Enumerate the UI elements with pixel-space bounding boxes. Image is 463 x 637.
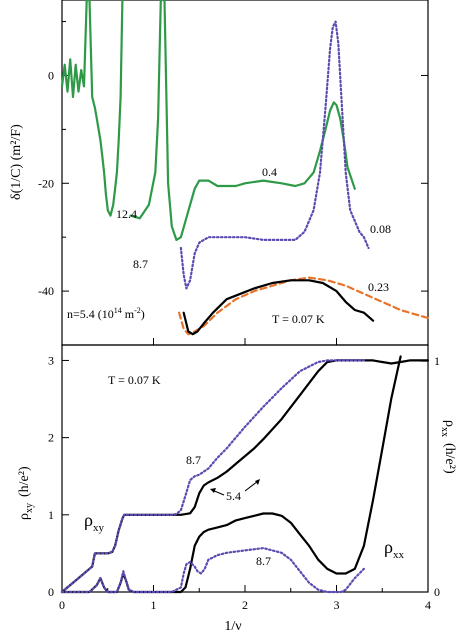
bottom-annotation-5-4: 5.4 [226,489,241,503]
top-annotation-0-23: 0.23 [368,280,389,294]
bottom-right-y-tick-label: 0 [434,585,440,599]
top-series-line-3 [179,20,370,290]
bottom-left-y-tick-label: 3 [48,353,54,367]
bottom-series-line-2 [60,355,402,594]
arrow-5-4-b-shaft [244,480,259,492]
bottom-label-rho-xx: ρxx [384,537,404,561]
bottom-right-y-axis-label: ρxx(h/e²) [439,420,457,474]
bottom-left-y-tick-label: 0 [48,585,54,599]
bottom-series-line-0 [60,359,430,594]
bottom-annotation-8-7-upper: 8.7 [186,453,201,467]
top-y-tick-label: -20 [38,176,54,190]
bottom-series-line-1 [60,359,365,594]
top-annotation-12-4: 12.4 [116,207,137,221]
top-annotation-8-7: 8.7 [133,257,148,271]
bottom-series-group [60,355,430,594]
bottom-series-line-3 [60,546,365,594]
bottom-right-y-tick-label: 1 [434,354,440,368]
arrow-5-4-b-head [255,479,260,485]
bottom-left-y-tick-label: 2 [48,431,54,445]
top-series-group [60,0,430,336]
top-series-line-2 [198,101,356,190]
top-series-line-1 [129,0,201,241]
bottom-title-temperature: T = 0.07 K [108,373,161,387]
top-annotation-0-4: 0.4 [262,165,277,179]
bottom-x-tick-label: 3 [334,598,340,612]
top-series-line-4 [178,276,430,336]
bottom-left-y-axis-label: ρxy(h/e²) [17,466,35,520]
top-series-line-5 [182,279,375,336]
top-annotation-temperature: T = 0.07 K [272,312,325,326]
top-y-axis-label: δ(1/C) (m²/F) [9,124,24,200]
bottom-x-tick-label: 0 [59,598,65,612]
top-annotation-0-08: 0.08 [370,222,391,236]
bottom-left-y-tick-label: 1 [48,508,54,522]
arrow-5-4-a-head [210,488,216,493]
top-caption-density: n=5.4 (1014 m-2) [67,306,145,321]
bottom-x-tick-label: 4 [425,598,431,612]
top-y-tick-label: 0 [48,68,54,82]
top-series-line-0 [60,0,124,217]
top-y-tick-label: -40 [38,284,54,298]
bottom-x-tick-label: 1 [151,598,157,612]
bottom-label-rho-xy: ρxy [84,510,104,534]
bottom-annotation-8-7-lower: 8.7 [256,554,271,568]
top-y-ticks: 0 -20 -40 [38,21,429,346]
bottom-x-tick-label: 2 [242,598,248,612]
x-axis-label: 1/ν [224,619,241,634]
